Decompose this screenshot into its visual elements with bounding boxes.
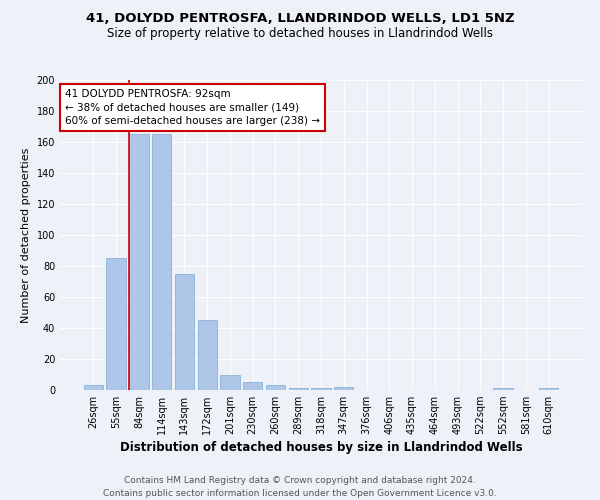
- Text: 41 DOLYDD PENTROSFA: 92sqm
← 38% of detached houses are smaller (149)
60% of sem: 41 DOLYDD PENTROSFA: 92sqm ← 38% of deta…: [65, 90, 320, 126]
- Y-axis label: Number of detached properties: Number of detached properties: [21, 148, 31, 322]
- Bar: [197, 320, 217, 390]
- Bar: [539, 388, 558, 390]
- Bar: [175, 274, 194, 390]
- Text: 41, DOLYDD PENTROSFA, LLANDRINDOD WELLS, LD1 5NZ: 41, DOLYDD PENTROSFA, LLANDRINDOD WELLS,…: [86, 12, 514, 26]
- Bar: [84, 386, 103, 390]
- Bar: [311, 388, 331, 390]
- Bar: [243, 382, 262, 390]
- Bar: [129, 134, 149, 390]
- X-axis label: Distribution of detached houses by size in Llandrindod Wells: Distribution of detached houses by size …: [119, 442, 523, 454]
- Bar: [152, 134, 172, 390]
- Bar: [334, 387, 353, 390]
- Text: Size of property relative to detached houses in Llandrindod Wells: Size of property relative to detached ho…: [107, 28, 493, 40]
- Bar: [493, 388, 513, 390]
- Text: Contains HM Land Registry data © Crown copyright and database right 2024.
Contai: Contains HM Land Registry data © Crown c…: [103, 476, 497, 498]
- Bar: [266, 386, 285, 390]
- Bar: [106, 258, 126, 390]
- Bar: [220, 374, 239, 390]
- Bar: [289, 388, 308, 390]
